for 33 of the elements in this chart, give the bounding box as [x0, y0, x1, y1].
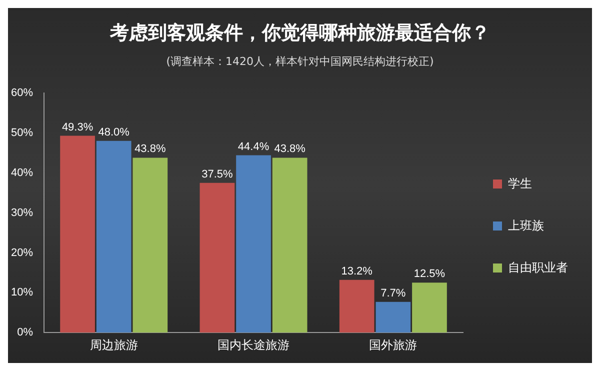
bar: [412, 282, 447, 333]
text: 43.8%: [134, 143, 166, 156]
text: 7.7%: [380, 287, 406, 300]
bar: [376, 302, 411, 333]
y-tick-label: 20%: [10, 246, 34, 259]
y-tick-label: 40%: [10, 166, 34, 179]
bar: [339, 280, 374, 333]
legend-label: 上班族: [508, 218, 544, 232]
y-tick-label: 30%: [10, 206, 34, 219]
bar: [60, 136, 95, 333]
text: 13.2%: [341, 265, 372, 278]
text: 48.0%: [98, 126, 130, 138]
y-tick-label: 0%: [17, 326, 34, 339]
legend-label: 自由职业者: [508, 260, 568, 274]
text: 12.5%: [414, 268, 446, 280]
x-tick-label: 国内长途旅游: [218, 338, 290, 352]
x-tick-label: 周边旅游: [90, 338, 138, 352]
y-tick-label: 60%: [10, 87, 34, 100]
x-tick-label: 国外旅游: [369, 338, 418, 352]
legend-label: 学生: [508, 176, 532, 190]
bar: [96, 140, 132, 333]
y-tick-label: 50%: [10, 126, 34, 139]
text: 37.5%: [202, 168, 233, 180]
bar: [272, 158, 308, 333]
y-tick-label: 10%: [10, 286, 34, 299]
text: 44.4%: [238, 140, 270, 153]
bar: [132, 158, 168, 333]
chart-subtitle: (调查样本：1420人，样本针对中国网民结构进行校正): [165, 54, 435, 69]
chart-title: 考虑到客观条件，你觉得哪种旅游最适合你？: [108, 21, 491, 46]
text: 49.3%: [62, 121, 94, 134]
text: 43.8%: [274, 143, 306, 156]
bar: [200, 182, 235, 333]
bar: [236, 155, 271, 333]
